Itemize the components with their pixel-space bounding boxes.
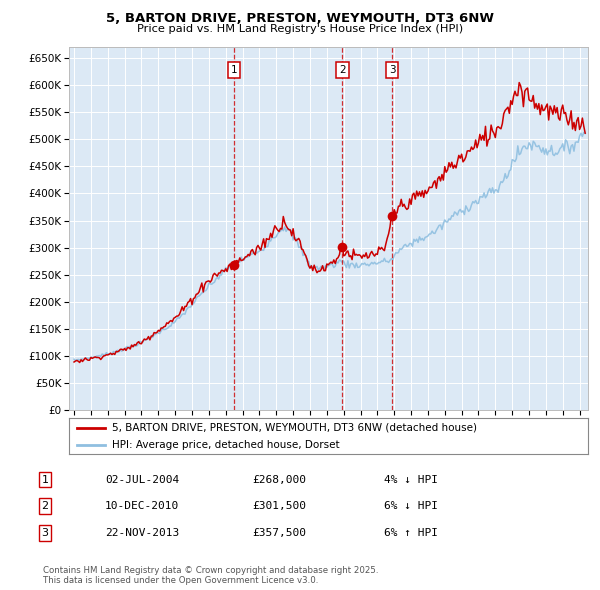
Text: 5, BARTON DRIVE, PRESTON, WEYMOUTH, DT3 6NW (detached house): 5, BARTON DRIVE, PRESTON, WEYMOUTH, DT3 … [112,422,476,432]
Text: Contains HM Land Registry data © Crown copyright and database right 2025.
This d: Contains HM Land Registry data © Crown c… [43,566,379,585]
Text: 6% ↓ HPI: 6% ↓ HPI [384,502,438,511]
Text: 6% ↑ HPI: 6% ↑ HPI [384,528,438,537]
Text: 02-JUL-2004: 02-JUL-2004 [105,475,179,484]
Text: 2: 2 [339,65,346,75]
Text: 2: 2 [41,502,49,511]
Text: HPI: Average price, detached house, Dorset: HPI: Average price, detached house, Dors… [112,440,339,450]
Text: 4% ↓ HPI: 4% ↓ HPI [384,475,438,484]
Text: 10-DEC-2010: 10-DEC-2010 [105,502,179,511]
Text: 1: 1 [231,65,238,75]
Text: 22-NOV-2013: 22-NOV-2013 [105,528,179,537]
Text: 3: 3 [389,65,395,75]
Text: 5, BARTON DRIVE, PRESTON, WEYMOUTH, DT3 6NW: 5, BARTON DRIVE, PRESTON, WEYMOUTH, DT3 … [106,12,494,25]
Text: £357,500: £357,500 [252,528,306,537]
Text: Price paid vs. HM Land Registry's House Price Index (HPI): Price paid vs. HM Land Registry's House … [137,24,463,34]
Text: 3: 3 [41,528,49,537]
Text: 1: 1 [41,475,49,484]
Text: £268,000: £268,000 [252,475,306,484]
Text: £301,500: £301,500 [252,502,306,511]
